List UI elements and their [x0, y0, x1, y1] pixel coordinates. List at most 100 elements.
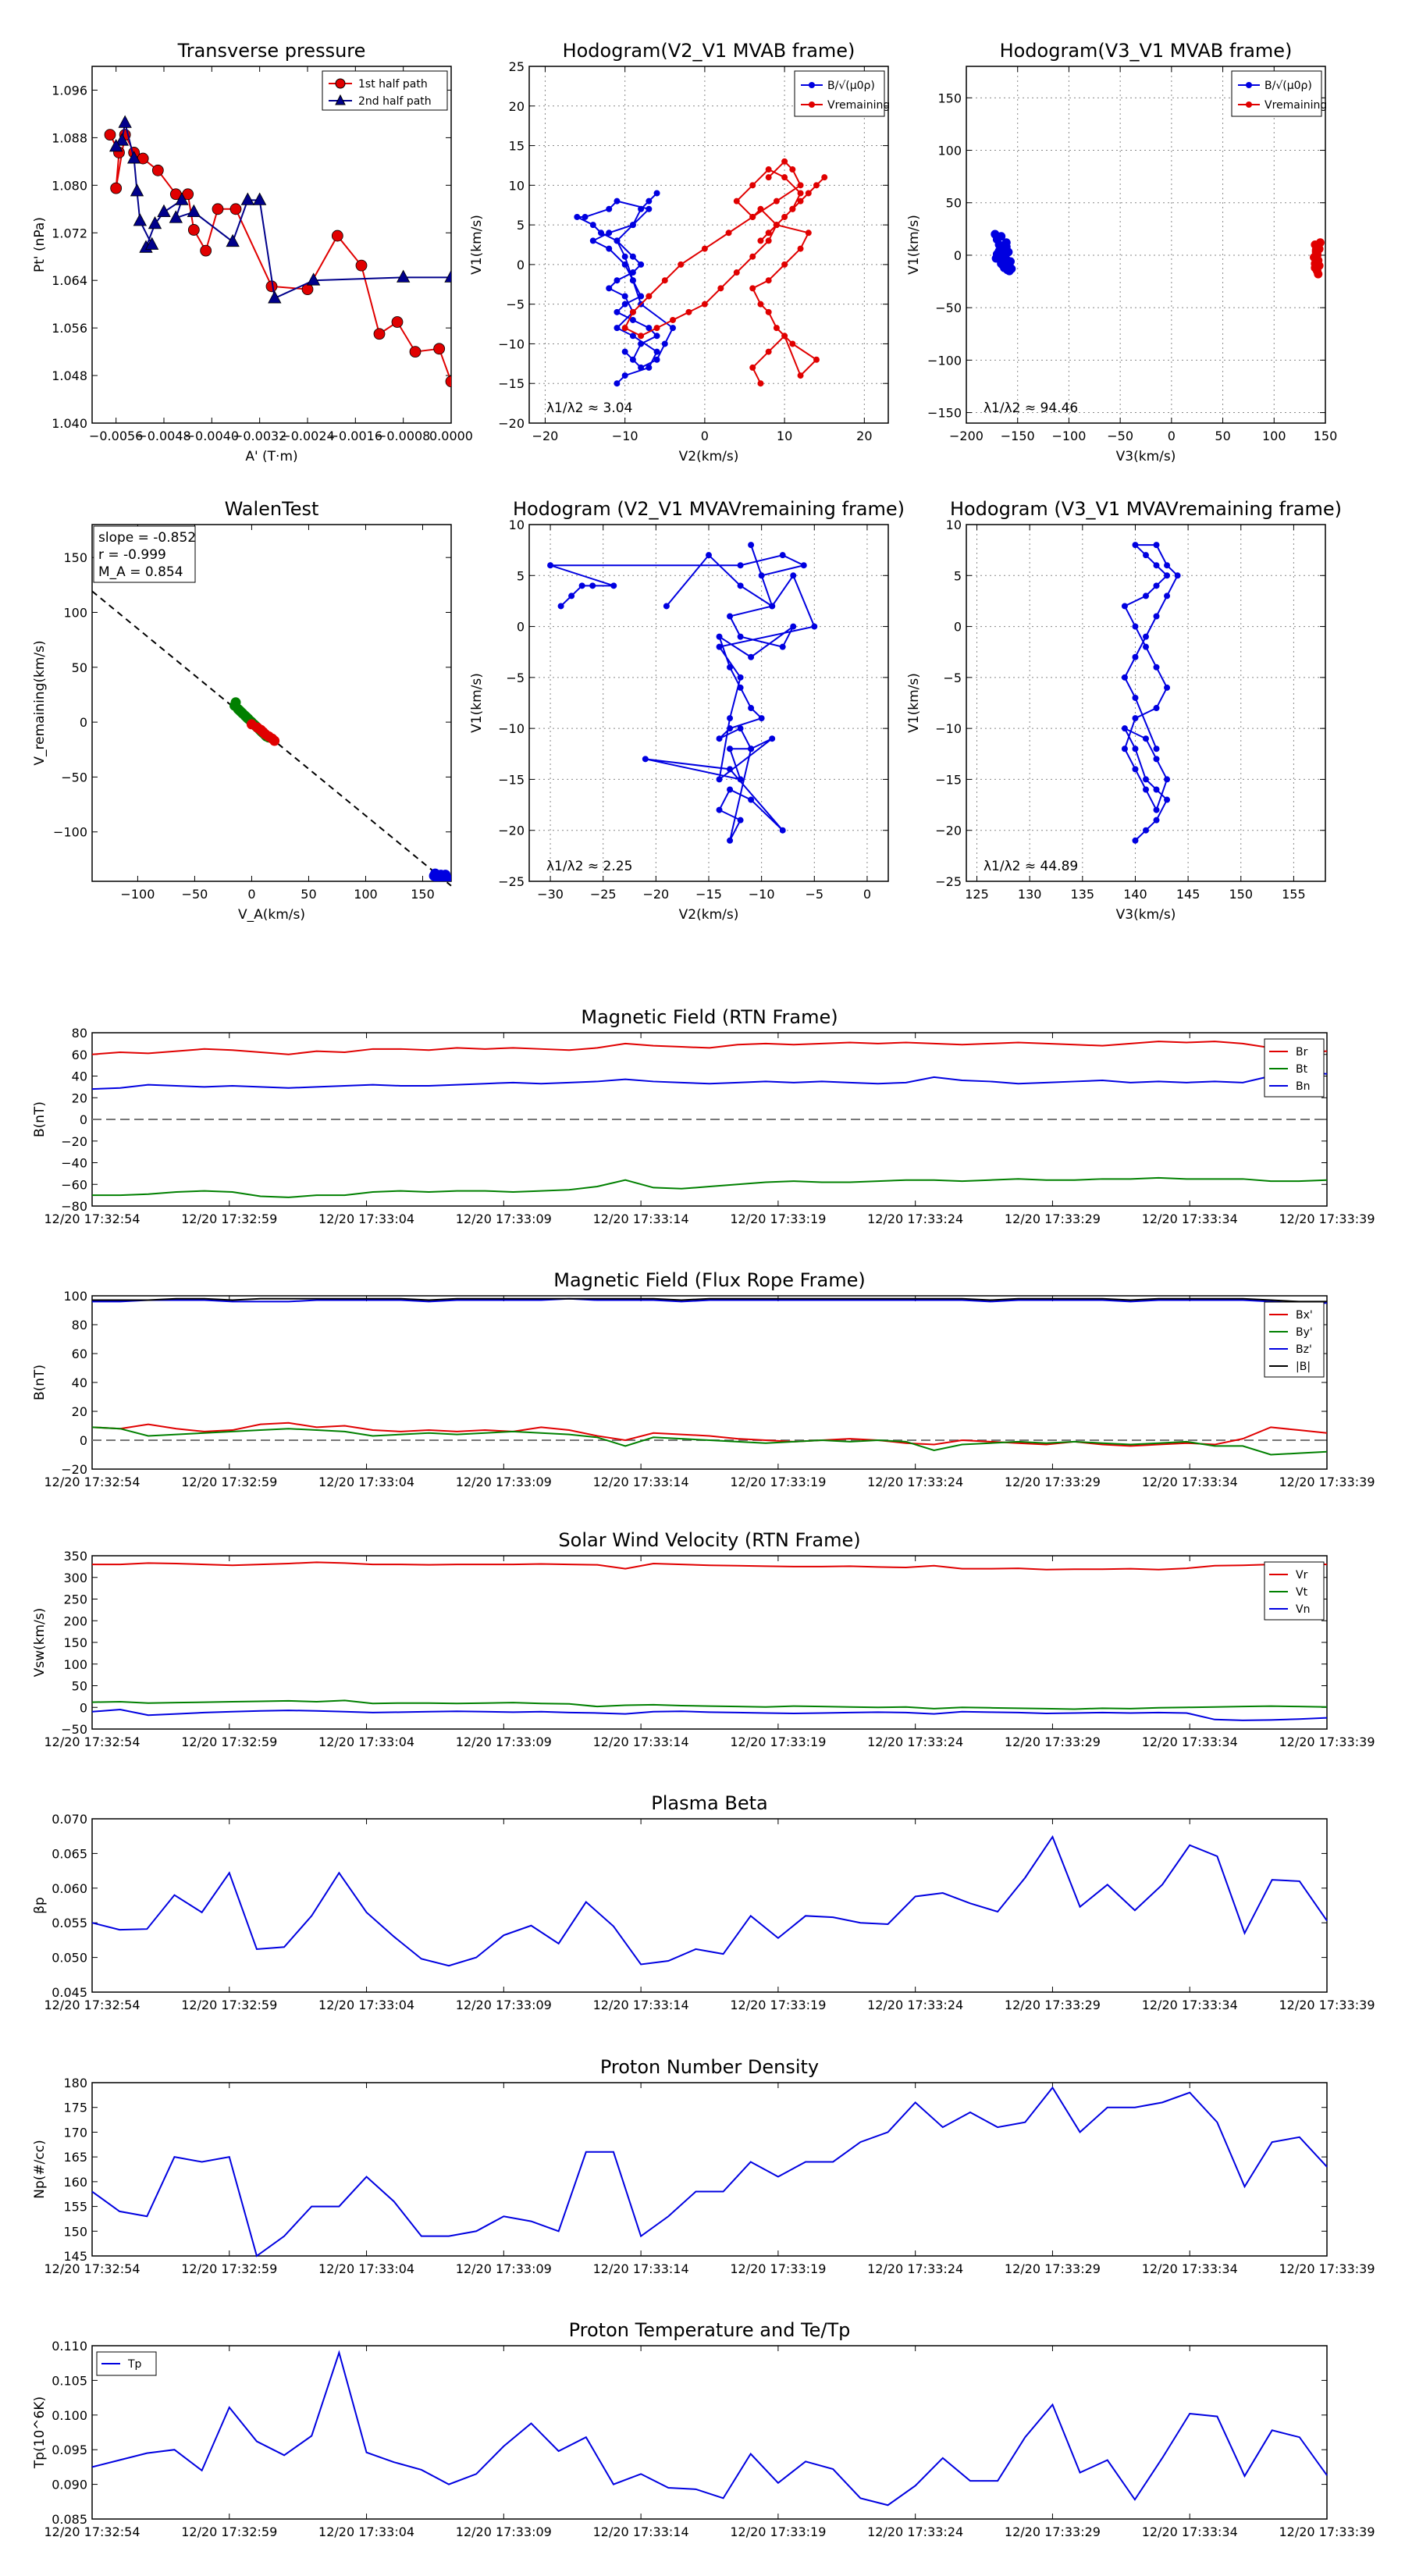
x-tick-label: −0.0040	[185, 429, 239, 443]
data-point	[629, 333, 636, 340]
time-tick-label: 12/20 17:33:24	[867, 2261, 963, 2276]
data-point	[1121, 725, 1128, 732]
x-tick-label: −20	[642, 887, 669, 902]
data-point	[133, 213, 147, 226]
data-point	[1314, 269, 1323, 279]
data-point	[1132, 837, 1139, 844]
data-point	[1164, 776, 1171, 783]
data-point	[737, 674, 744, 681]
x-tick-label: 150	[1229, 887, 1253, 902]
y-axis-label: V1(km/s)	[906, 673, 922, 733]
series-line-Bt	[92, 1176, 1328, 1198]
data-point	[1164, 572, 1171, 579]
legend-marker	[1246, 82, 1252, 88]
time-tick-label: 12/20 17:33:04	[318, 2524, 414, 2539]
time-tick-label: 12/20 17:33:09	[456, 1998, 552, 2012]
data-point	[1143, 592, 1149, 600]
x-tick-label: −0.0056	[89, 429, 143, 443]
y-tick-label: 20	[509, 99, 525, 114]
y-tick-label: 0	[80, 1112, 87, 1127]
y-tick-label: 0.050	[52, 1951, 87, 1966]
data-point	[789, 340, 796, 347]
time-tick-label: 12/20 17:33:14	[593, 2524, 689, 2539]
y-tick-label: −100	[53, 825, 87, 840]
data-point	[727, 664, 734, 671]
data-point	[589, 222, 596, 229]
data-point	[811, 623, 818, 630]
data-point	[614, 197, 621, 205]
time-tick-label: 12/20 17:33:14	[593, 1735, 689, 1749]
data-point	[1143, 633, 1149, 640]
time-tick-label: 12/20 17:33:09	[456, 1212, 552, 1226]
data-point	[568, 592, 575, 600]
data-point	[701, 301, 708, 308]
y-tick-label: 10	[509, 178, 525, 193]
data-point	[1143, 786, 1149, 793]
x-tick-label: 0	[701, 429, 709, 443]
y-tick-label: 0	[517, 258, 525, 272]
data-point	[629, 308, 636, 315]
data-point	[737, 817, 744, 824]
legend-marker	[335, 78, 346, 89]
y-tick-label: 250	[63, 1592, 87, 1607]
x-tick-label: 20	[856, 429, 872, 443]
chart-title: Magnetic Field (RTN Frame)	[581, 1006, 838, 1028]
data-point	[757, 301, 764, 308]
legend-marker	[335, 94, 346, 105]
y-tick-label: 100	[63, 605, 87, 620]
data-point	[621, 348, 628, 355]
x-tick-label: −50	[182, 887, 208, 902]
data-point	[781, 158, 788, 165]
time-tick-label: 12/20 17:33:29	[1005, 2261, 1101, 2276]
legend-label: Vremaining	[827, 99, 890, 112]
y-tick-label: 50	[72, 660, 87, 675]
data-point	[1164, 562, 1171, 569]
y-tick-label: −20	[61, 1134, 87, 1149]
data-point	[331, 229, 343, 242]
data-point	[765, 277, 772, 284]
y-tick-label: −100	[927, 353, 962, 368]
ratio-annotation: λ1/λ2 ≈ 44.89	[984, 859, 1078, 874]
time-tick-label: 12/20 17:33:24	[867, 1735, 963, 1749]
data-point	[1153, 806, 1160, 813]
data-point	[1143, 827, 1149, 834]
time-tick-label: 12/20 17:33:14	[593, 2261, 689, 2276]
chart-np: 12/20 17:32:54 12/20 17:32:59 12/20 17:33:…	[32, 2056, 1375, 2276]
data-point	[621, 372, 628, 379]
x-tick-label: −0.0024	[280, 429, 334, 443]
y-tick-label: 200	[63, 1614, 87, 1628]
series-line-Vt	[91, 1699, 1328, 1710]
y-tick-label: 1.064	[52, 273, 87, 288]
data-point	[1132, 745, 1139, 753]
y-tick-label: −15	[498, 376, 525, 391]
data-point	[1153, 542, 1160, 549]
axes-frame	[91, 1818, 1328, 1993]
y-tick-label: −5	[506, 671, 525, 685]
data-point	[670, 325, 676, 332]
data-point	[187, 224, 200, 236]
data-point	[233, 705, 244, 716]
data-point	[306, 272, 321, 286]
chart-hodo4: 125 130 135 140 145 150 155 −25 −20 −15 −10 −5 0 5 10H…	[906, 498, 1342, 923]
legend-label: Bn	[1296, 1080, 1310, 1093]
y-tick-label: 100	[937, 144, 962, 158]
data-point	[355, 259, 368, 272]
data-point	[661, 277, 668, 284]
time-tick-label: 12/20 17:33:19	[730, 1475, 826, 1489]
data-point	[653, 356, 660, 363]
data-point	[1132, 766, 1139, 773]
data-point	[638, 205, 645, 212]
data-group	[1121, 542, 1181, 844]
x-axis-label: A' (T·m)	[245, 449, 297, 464]
y-tick-label: 0.060	[52, 1881, 87, 1896]
y-tick-label: 60	[72, 1048, 87, 1062]
data-point	[1164, 592, 1171, 600]
data-point	[1143, 735, 1149, 742]
y-tick-label: 0	[517, 620, 525, 635]
data-point	[638, 261, 645, 268]
time-tick-label: 12/20 17:33:19	[730, 2524, 826, 2539]
time-tick-label: 12/20 17:32:54	[44, 1475, 140, 1489]
legend-box	[1231, 70, 1322, 117]
data-point	[642, 756, 649, 763]
